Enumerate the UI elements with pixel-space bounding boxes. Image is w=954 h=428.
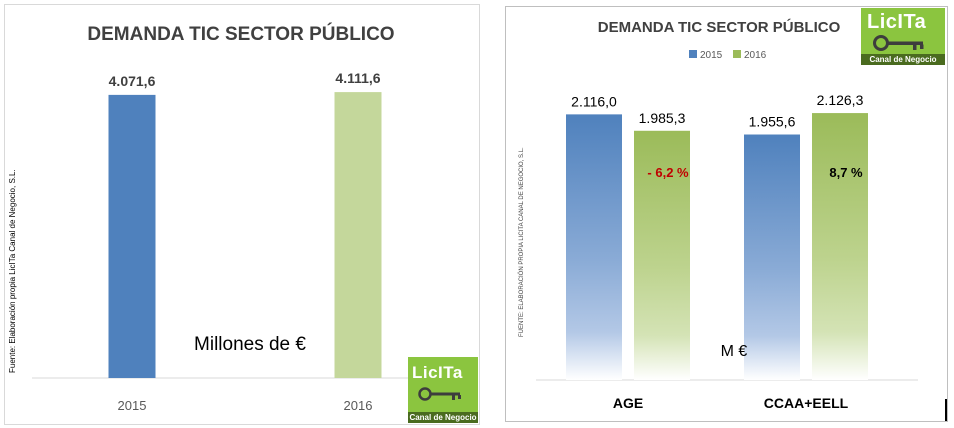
- right-bar-age-2015: [566, 114, 622, 381]
- licita-logo-subtitle: Canal de Negocio: [861, 54, 945, 65]
- legend-swatch-2015: [689, 50, 697, 58]
- left-tick-label-2016: 2016: [344, 398, 373, 413]
- licita-logo-word: LicITa: [412, 363, 463, 382]
- right-bar-age-2016: [634, 130, 690, 380]
- right-value-label-ccaa-eell-2015: 1.955,6: [749, 114, 796, 130]
- right-annotation-age: - 6,2 %: [647, 165, 689, 180]
- key-icon: [418, 387, 461, 401]
- right-tick-label-age: AGE: [613, 395, 643, 411]
- right-chart-panel: DEMANDA TIC SECTOR PÚBLICO 2015 2016 FUE…: [505, 6, 948, 422]
- right-unit-label: M €: [721, 343, 748, 360]
- legend-label-2015: 2015: [700, 50, 723, 61]
- legend-swatch-2016: [733, 50, 741, 58]
- right-chart: DEMANDA TIC SECTOR PÚBLICO 2015 2016 FUE…: [518, 18, 947, 421]
- left-unit-label: Millones de €: [194, 334, 306, 355]
- licita-logo-right: LicITa Canal de Negocio: [861, 8, 945, 65]
- right-annotation-ccaa-eell: 8,7 %: [829, 165, 863, 180]
- left-bar-2015: [108, 94, 156, 378]
- right-chart-source: FUENTE: ELABORACIÓN PROPIA LICITA CANAL …: [518, 147, 525, 337]
- right-chart-legend: 2015 2016: [689, 50, 767, 61]
- legend-label-2016: 2016: [744, 50, 767, 61]
- left-tick-label-2015: 2015: [118, 398, 147, 413]
- right-value-label-age-2016: 1.985,3: [639, 110, 686, 126]
- left-chart: DEMANDA TIC SECTOR PÚBLICO Fuente: Elabo…: [8, 23, 475, 413]
- licita-logo-word: LicITa: [867, 11, 927, 33]
- licita-logo-left: LicITa Canal de Negocio: [408, 357, 478, 423]
- right-value-label-age-2015: 2.116,0: [571, 93, 617, 109]
- right-chart-title: DEMANDA TIC SECTOR PÚBLICO: [598, 18, 841, 36]
- right-bar-ccaa-eell-2016: [812, 113, 868, 381]
- licita-logo-subtitle: Canal de Negocio: [408, 412, 478, 423]
- left-chart-source: Fuente: Elaboración propia LicITa Canal …: [8, 169, 17, 373]
- right-tick-label-ccaa-eell: CCAA+EELL: [764, 395, 849, 411]
- left-chart-title: DEMANDA TIC SECTOR PÚBLICO: [87, 23, 394, 45]
- left-value-label-2015: 4.071,6: [109, 73, 156, 89]
- left-bar-2016: [334, 92, 382, 378]
- left-value-label-2016: 4.111,6: [335, 70, 380, 86]
- key-icon: [873, 35, 924, 51]
- left-chart-panel: DEMANDA TIC SECTOR PÚBLICO Fuente: Elabo…: [4, 4, 480, 425]
- right-bar-ccaa-eell-2015: [744, 134, 800, 380]
- right-value-label-ccaa-eell-2016: 2.126,3: [817, 92, 864, 108]
